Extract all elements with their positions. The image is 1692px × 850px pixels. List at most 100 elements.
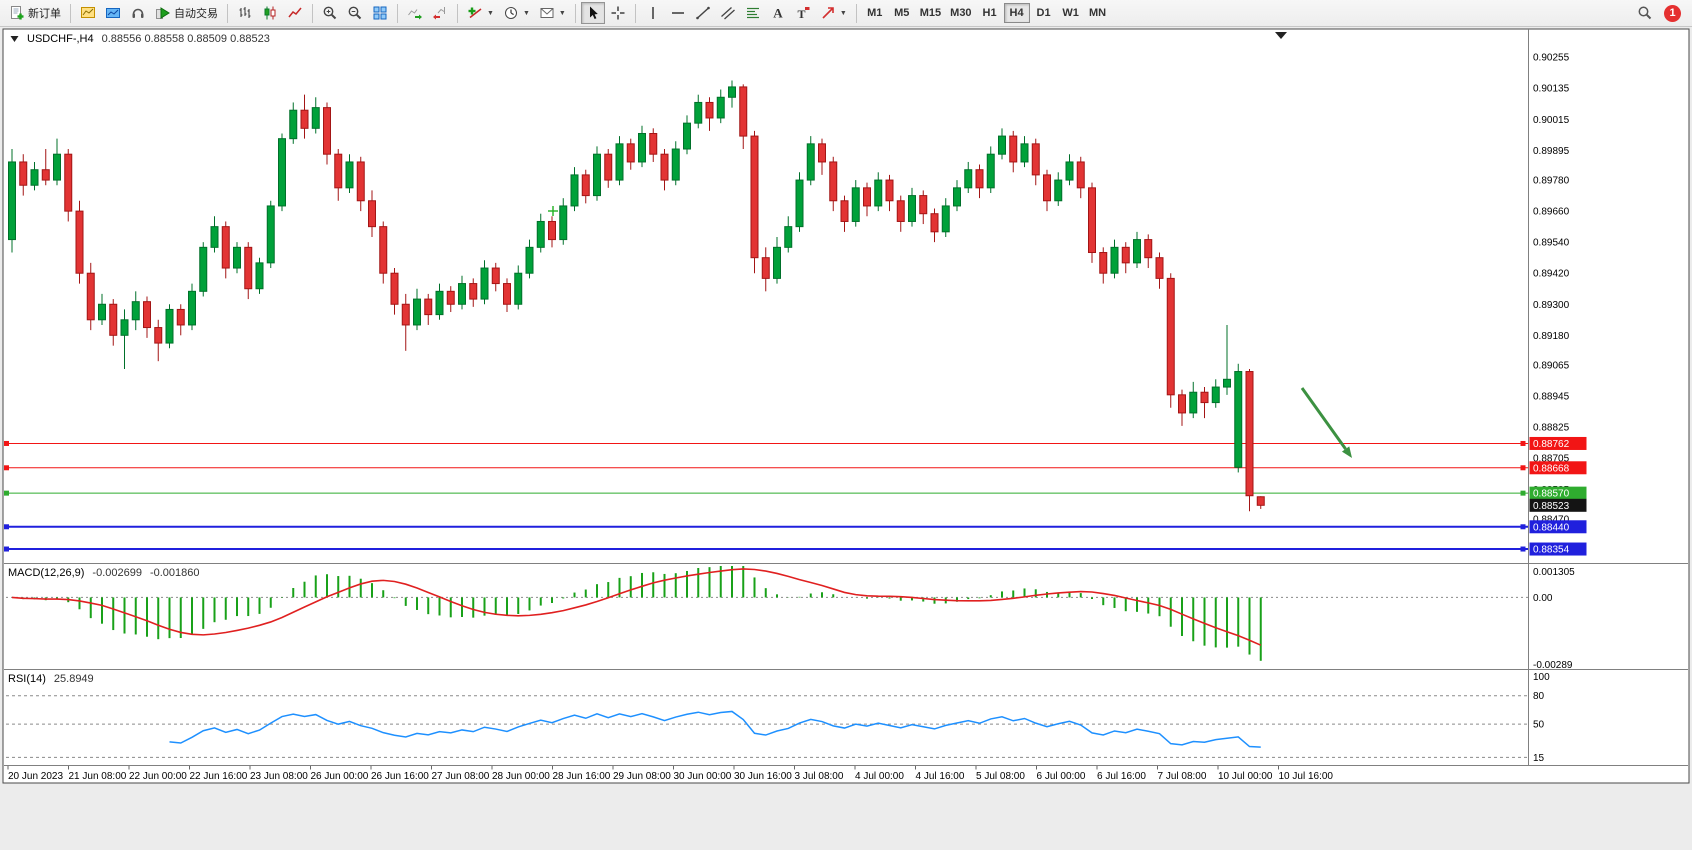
zoom-in-icon (323, 6, 337, 20)
candle-body (311, 107, 320, 129)
svg-text:0.89540: 0.89540 (1533, 238, 1570, 249)
svg-text:28 Jun 00:00: 28 Jun 00:00 (492, 771, 550, 782)
candle-body (1121, 246, 1130, 264)
search-button[interactable] (1633, 2, 1657, 24)
rsi-panel[interactable] (6, 695, 1528, 758)
hline-anchor[interactable] (1520, 524, 1526, 530)
zoom-in-button[interactable] (318, 2, 342, 24)
auto-scroll-button[interactable] (403, 2, 427, 24)
chart-shift-button[interactable] (428, 2, 452, 24)
candle-body (975, 169, 984, 189)
profiles-icon (106, 8, 120, 18)
candle-body (1043, 174, 1051, 202)
notifications-badge[interactable]: 1 (1664, 4, 1681, 22)
indicators-button[interactable]: ▼ (463, 2, 498, 24)
support-headset-icon (132, 8, 144, 18)
notification-count: 1 (1669, 7, 1676, 19)
timeframe-m15-button[interactable]: M15 (916, 3, 945, 23)
candle-body (1245, 371, 1254, 497)
text-label-button[interactable]: T (791, 2, 815, 24)
candle-body (716, 96, 725, 119)
timeframe-h1-button[interactable]: H1 (977, 3, 1003, 23)
price-badge: 0.88570 (1529, 486, 1587, 500)
svg-text:0.89420: 0.89420 (1533, 269, 1570, 280)
vertical-line-button[interactable] (641, 2, 665, 24)
candle-body (244, 246, 253, 290)
hline-anchor[interactable] (4, 490, 9, 496)
candle-body (345, 161, 354, 189)
timeframe-h4-button[interactable]: H4 (1003, 3, 1030, 23)
svg-text:100: 100 (1533, 672, 1550, 683)
chart-canvas[interactable]: 0.90255 0.90135 0.90015 0.89895 0.89780 0.896… (0, 28, 1692, 818)
hline-anchor[interactable] (1520, 546, 1526, 552)
candle-body (278, 138, 286, 207)
candle-body (829, 161, 838, 202)
candle-body (424, 298, 433, 316)
candle-body (266, 205, 275, 264)
chart-shift-marker-icon[interactable] (1275, 32, 1287, 39)
candle-body (233, 246, 241, 269)
auto-trading-button[interactable]: 自动交易 (151, 2, 222, 24)
timeframe-w1-button[interactable]: W1 (1058, 3, 1084, 23)
fibonacci-icon (746, 7, 759, 19)
candle-body (75, 210, 84, 274)
bar-chart-button[interactable] (233, 2, 257, 24)
svg-text:0.001305: 0.001305 (1533, 567, 1575, 578)
candle-body (300, 109, 309, 129)
dropdown-caret-icon: ▼ (558, 9, 566, 17)
arrows-button[interactable]: ▼ (816, 2, 851, 24)
time-axis[interactable]: 20 Jun 2023 21 Jun 08:00 22 Jun 00:00 22 Ju… (7, 765, 1333, 783)
templates-button[interactable]: ▼ (535, 2, 570, 24)
candle-body (1110, 246, 1119, 274)
fibonacci-button[interactable] (741, 2, 765, 24)
zoom-out-button[interactable] (343, 2, 367, 24)
new-chart-button[interactable] (76, 2, 100, 24)
new-chart-icon (81, 7, 95, 18)
hline-anchor[interactable] (4, 440, 9, 446)
candle-body (941, 205, 950, 233)
candle-body (863, 187, 871, 207)
svg-text:T: T (797, 7, 805, 21)
dropdown-caret-icon: ▼ (839, 9, 847, 17)
price-axis[interactable]: 0.90255 0.90135 0.90015 0.89895 0.89780 0.896… (1533, 53, 1575, 764)
timeframe-d1-button[interactable]: D1 (1031, 3, 1057, 23)
candle-body (1076, 161, 1085, 189)
arrow-annotation-head[interactable] (1341, 446, 1352, 458)
new-order-button[interactable]: 新订单 (5, 2, 65, 24)
hline-anchor[interactable] (4, 524, 9, 530)
trendline-button[interactable] (691, 2, 715, 24)
toolbar-separator (634, 3, 636, 23)
tile-windows-button[interactable] (368, 2, 392, 24)
cursor-tool-button[interactable] (580, 2, 605, 24)
candle-body (525, 246, 534, 274)
svg-text:0.89180: 0.89180 (1533, 331, 1570, 342)
hline-anchor[interactable] (4, 546, 9, 552)
candle-body (806, 143, 815, 181)
support-button[interactable] (126, 2, 150, 24)
timeframe-mn-button[interactable]: MN (1085, 3, 1111, 23)
candle-body (1133, 239, 1141, 264)
timeframe-m30-button[interactable]: M30 (946, 3, 975, 23)
candle-body (1178, 394, 1186, 414)
candlestick-chart-button[interactable] (258, 2, 282, 24)
horizontal-line-button[interactable] (666, 2, 690, 24)
periods-button[interactable]: ▼ (499, 2, 534, 24)
arrow-annotation[interactable] (1300, 387, 1347, 450)
line-chart-button[interactable] (283, 2, 307, 24)
macd-panel[interactable] (6, 566, 1528, 661)
hline-anchor[interactable] (4, 465, 9, 471)
channel-button[interactable] (716, 2, 740, 24)
candle-body (626, 143, 635, 163)
hline-anchor[interactable] (1520, 490, 1526, 496)
candle-body (1031, 143, 1040, 176)
candle-body (64, 153, 73, 212)
text-button[interactable]: A (766, 2, 790, 24)
price-panel[interactable] (4, 32, 1528, 552)
timeframe-m1-button[interactable]: M1 (862, 3, 888, 23)
hline-anchor[interactable] (1520, 465, 1526, 471)
hline-anchor[interactable] (1520, 440, 1526, 446)
candle-body (19, 161, 28, 186)
crosshair-tool-button[interactable] (606, 2, 630, 24)
profiles-button[interactable] (101, 2, 125, 24)
timeframe-m5-button[interactable]: M5 (889, 3, 915, 23)
